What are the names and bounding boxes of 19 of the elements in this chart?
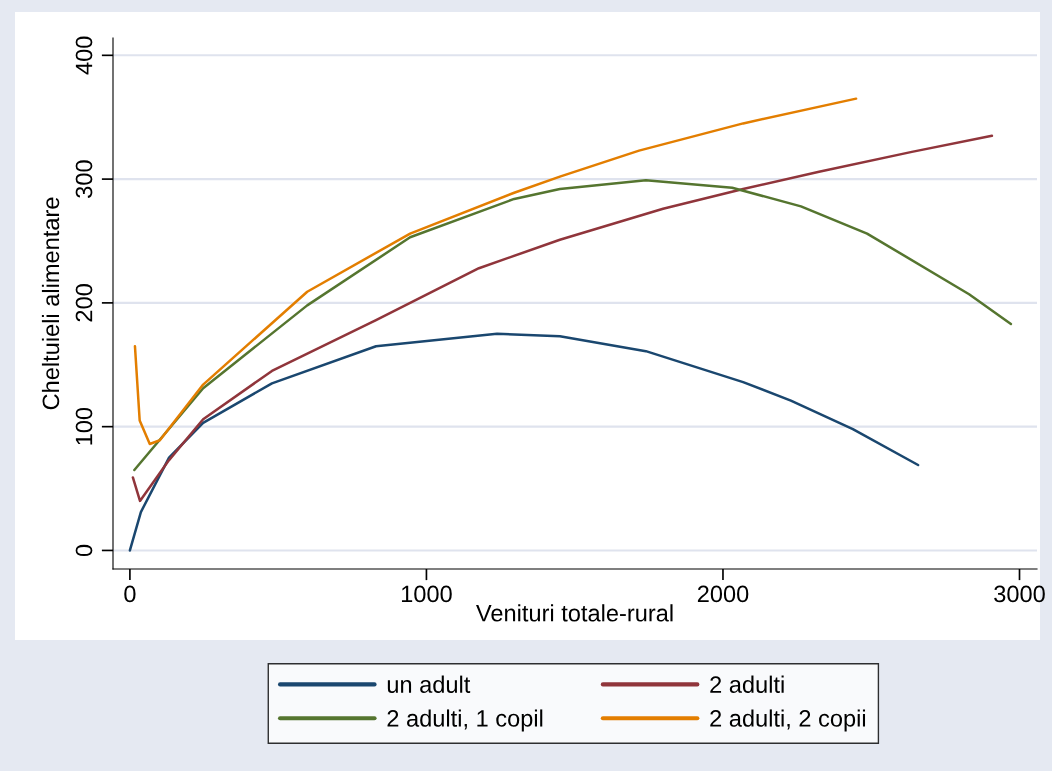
x-tick-label: 2000 (697, 585, 749, 603)
x-tick-label: 1000 (401, 585, 452, 603)
x-tick-label: 0 (124, 585, 136, 603)
line-series (128, 332, 920, 552)
line-series (131, 134, 994, 503)
legend-label: 2 adulti (710, 675, 784, 693)
y-axis-title: Cheltuieli alimentare (41, 197, 60, 410)
line-series (133, 97, 858, 446)
legend-label: 2 adulti, 2 copii (710, 709, 866, 732)
x-tick-label: 3000 (994, 585, 1045, 603)
line-series (133, 179, 1013, 472)
y-tick-label: 300 (75, 160, 93, 198)
y-tick-label: 100 (75, 407, 93, 445)
x-axis-title: Venituri totale-rural (476, 604, 673, 622)
y-tick-label: 200 (75, 284, 93, 322)
legend-label: 2 adulti, 1 copil (387, 709, 543, 732)
y-tick-label: 0 (75, 544, 93, 557)
legend-label: un adult (387, 675, 471, 693)
y-tick-label: 400 (75, 36, 93, 75)
